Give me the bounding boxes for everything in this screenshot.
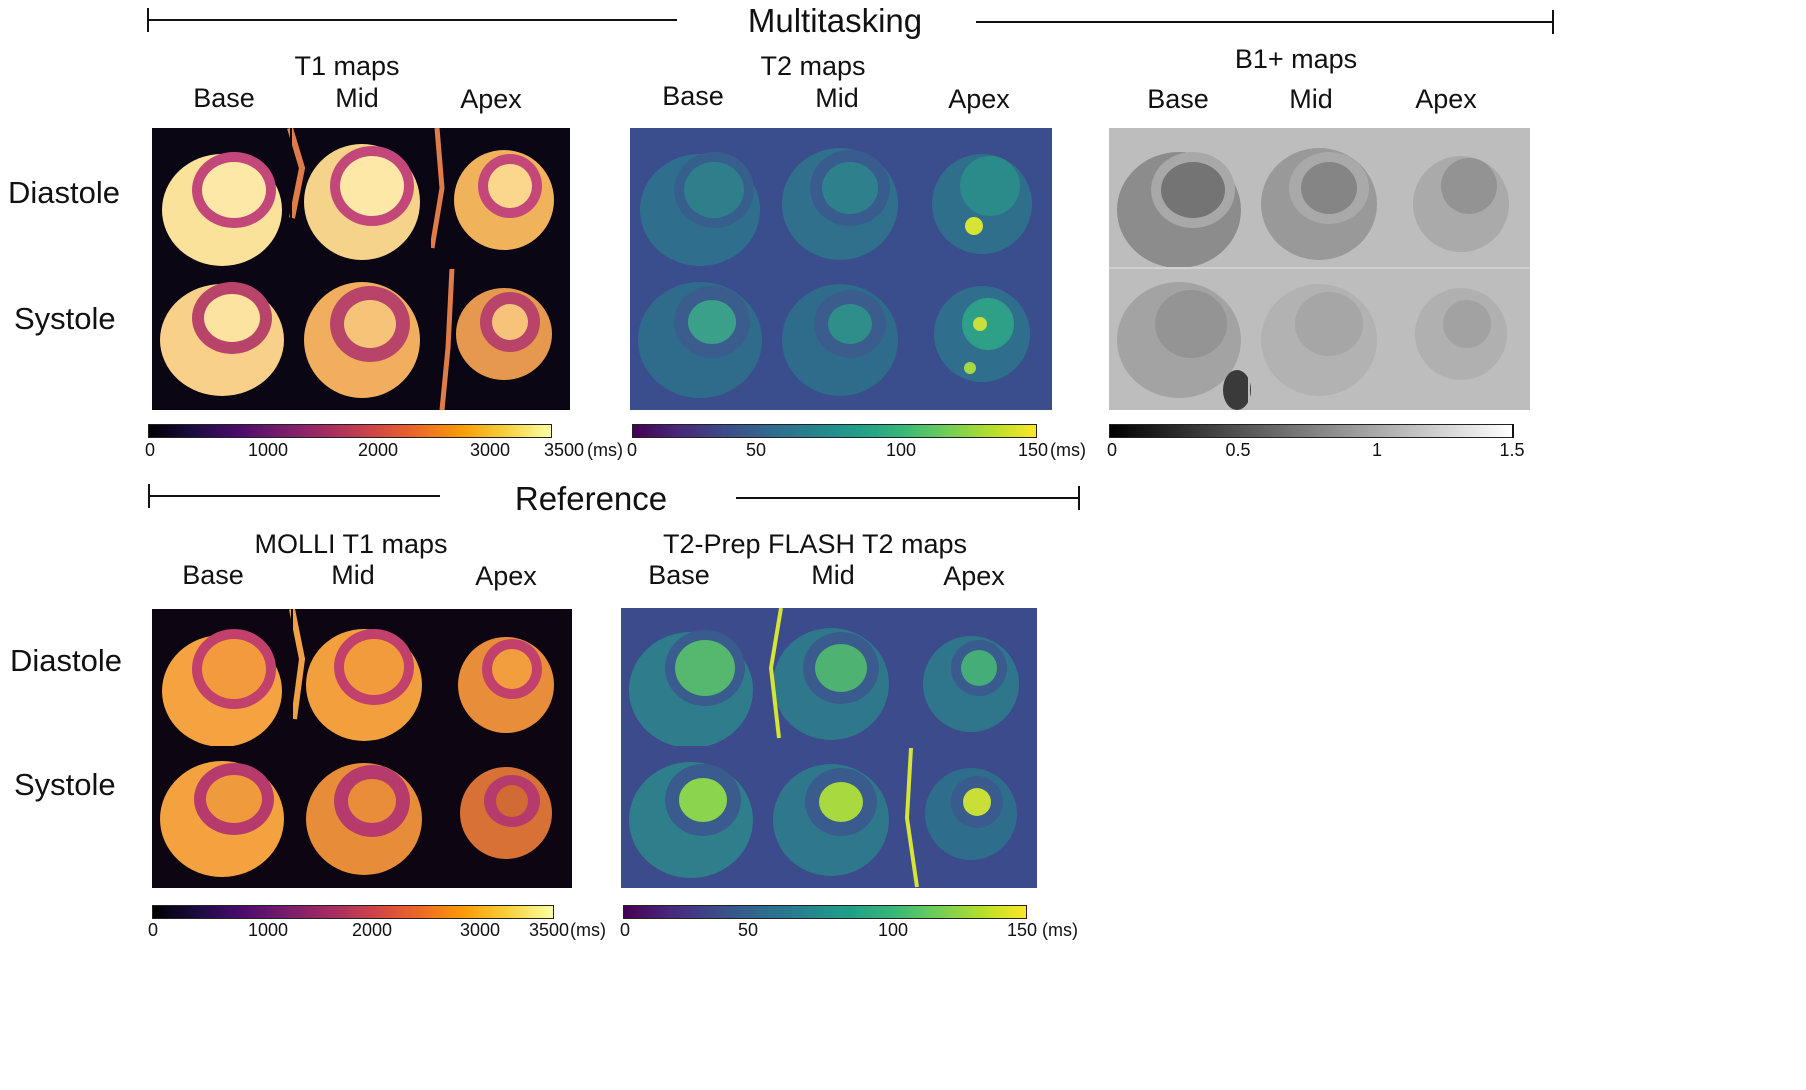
multitasking-bracket-right: [976, 21, 1554, 23]
t2-tick-0: 0: [626, 440, 638, 460]
b1-tick-1.5: 1.5: [1499, 440, 1525, 460]
flash-colorbar: [623, 905, 1027, 919]
reference-bracket-right-end: [1078, 486, 1080, 510]
reference-bracket-left-end: [148, 484, 150, 508]
flash-tick-50: 50: [737, 920, 759, 940]
molli-tick-1000: 1000: [247, 920, 289, 940]
flash-maps-title: T2-Prep FLASH T2 maps: [662, 529, 968, 559]
b1-colorbar: [1109, 424, 1513, 438]
t1-col-base: Base: [193, 83, 255, 113]
b1-tick-1: 1: [1371, 440, 1383, 460]
bottom-row-diastole: Diastole: [10, 643, 122, 678]
b1-colorbar-end-tick: [1512, 424, 1514, 438]
t1-tick-3500: 3500: [543, 440, 585, 460]
molli-col-mid: Mid: [331, 560, 375, 590]
molli-col-base: Base: [182, 560, 244, 590]
top-row-diastole: Diastole: [8, 175, 120, 210]
multitasking-bracket-left-end: [147, 8, 149, 32]
t1-col-mid: Mid: [335, 83, 379, 113]
b1-col-apex: Apex: [1415, 84, 1477, 114]
t1-maps-title: T1 maps: [294, 51, 400, 81]
flash-map-grid: [621, 608, 1037, 888]
t2-maps-title: T2 maps: [760, 51, 866, 81]
t1-tick-1000: 1000: [247, 440, 289, 460]
t2-tick-150: 150: [1017, 440, 1049, 460]
molli-tick-0: 0: [147, 920, 159, 940]
t1-tick-2000: 2000: [357, 440, 399, 460]
molli-map-grid: [152, 609, 572, 888]
b1-maps-title: B1+ maps: [1234, 44, 1358, 74]
flash-unit: (ms): [1042, 920, 1078, 940]
top-row-systole: Systole: [14, 301, 116, 336]
t1-colorbar: [148, 424, 552, 438]
t2-colorbar: [632, 424, 1037, 438]
flash-tick-150: 150: [1006, 920, 1038, 940]
multitasking-title: Multitasking: [747, 2, 923, 39]
multitasking-bracket-left: [147, 19, 677, 21]
bottom-row-systole: Systole: [14, 767, 116, 802]
reference-title: Reference: [514, 480, 668, 517]
t1-tick-3000: 3000: [469, 440, 511, 460]
flash-tick-100: 100: [877, 920, 909, 940]
t2-map-image: [630, 128, 1052, 410]
molli-maps-title: MOLLI T1 maps: [254, 529, 448, 559]
b1-tick-0: 0: [1106, 440, 1118, 460]
flash-col-mid: Mid: [811, 560, 855, 590]
t2-unit: (ms): [1050, 440, 1086, 460]
b1-tick-0.5: 0.5: [1225, 440, 1251, 460]
t2-tick-100: 100: [885, 440, 917, 460]
b1-map-image: [1109, 128, 1530, 410]
molli-tick-2000: 2000: [351, 920, 393, 940]
b1-col-mid: Mid: [1289, 84, 1333, 114]
b1-map-grid: [1109, 128, 1530, 410]
t1-tick-0: 0: [144, 440, 156, 460]
t1-map-grid: [152, 128, 570, 410]
t1-map-image: [152, 128, 570, 410]
reference-bracket-right: [736, 497, 1080, 499]
molli-map-image: [152, 609, 572, 888]
t2-map-grid: [630, 128, 1052, 410]
t2-col-apex: Apex: [948, 84, 1010, 114]
molli-tick-3000: 3000: [459, 920, 501, 940]
molli-col-apex: Apex: [475, 561, 537, 591]
b1-col-base: Base: [1147, 84, 1209, 114]
t2-col-base: Base: [662, 81, 724, 111]
molli-unit: (ms): [570, 920, 606, 940]
t1-col-apex: Apex: [460, 84, 522, 114]
molli-colorbar: [152, 905, 554, 919]
flash-col-base: Base: [648, 560, 710, 590]
flash-col-apex: Apex: [943, 561, 1005, 591]
t2-tick-50: 50: [745, 440, 767, 460]
molli-tick-3500: 3500: [528, 920, 570, 940]
flash-map-image: [621, 608, 1037, 888]
reference-bracket-left: [148, 495, 440, 497]
t2-col-mid: Mid: [815, 83, 859, 113]
multitasking-bracket-right-end: [1552, 10, 1554, 34]
flash-tick-0: 0: [619, 920, 631, 940]
t1-unit: (ms): [587, 440, 623, 460]
